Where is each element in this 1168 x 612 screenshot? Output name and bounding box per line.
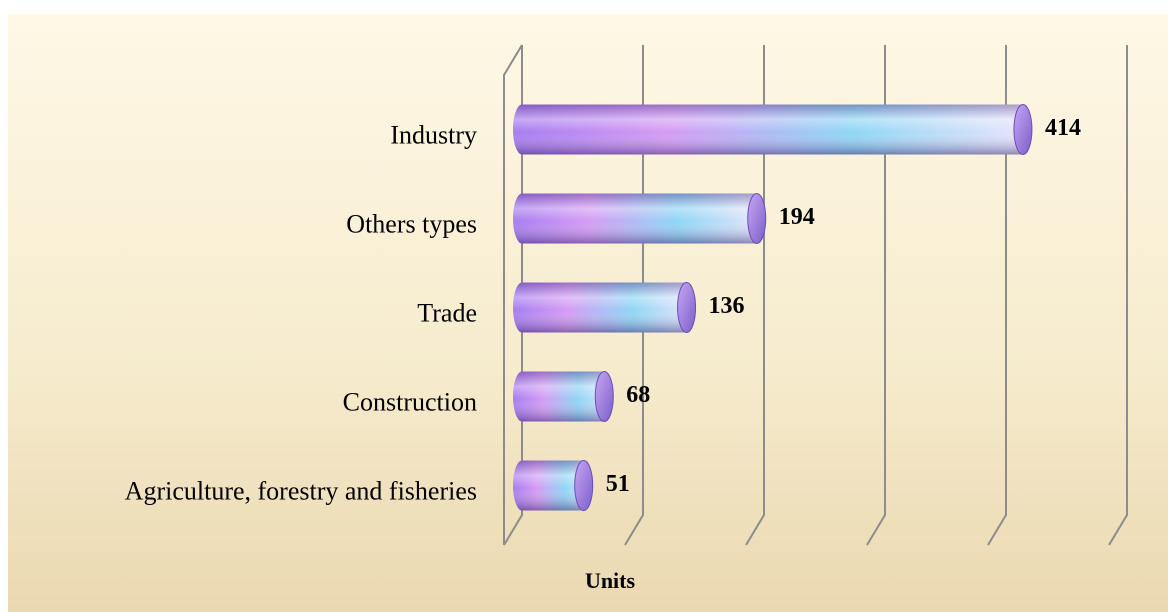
- bar-cap: [574, 460, 594, 511]
- data-label: 136: [709, 293, 745, 319]
- y-tick-label: Agriculture, forestry and fisheries: [125, 476, 477, 505]
- bar: [513, 193, 767, 244]
- bar-body: [513, 104, 1032, 155]
- bar-body: [513, 282, 696, 333]
- bar-cap: [594, 371, 614, 422]
- y-tick-label: Others types: [346, 209, 477, 238]
- bar: [513, 460, 594, 511]
- bar-cap: [677, 282, 697, 333]
- data-label: 194: [779, 204, 815, 230]
- x-axis-label: Units: [585, 568, 636, 593]
- bar-body: [513, 371, 614, 422]
- bar: [513, 104, 1033, 155]
- grid-line: [1108, 45, 1128, 546]
- bar-cap: [1013, 104, 1033, 155]
- grid-line: [866, 45, 886, 546]
- data-label: 51: [606, 471, 630, 497]
- bar-body: [513, 460, 593, 511]
- data-label: 414: [1045, 115, 1081, 141]
- bar: [513, 371, 614, 422]
- y-tick-label: Industry: [390, 120, 477, 149]
- grid-line: [745, 45, 765, 546]
- bar-body: [513, 193, 766, 244]
- data-label: 68: [626, 382, 650, 408]
- grid-line: [987, 45, 1007, 546]
- bar-cap: [747, 193, 767, 244]
- y-tick-label: Construction: [343, 387, 477, 416]
- y-tick-label: Trade: [417, 298, 477, 327]
- bar: [513, 282, 697, 333]
